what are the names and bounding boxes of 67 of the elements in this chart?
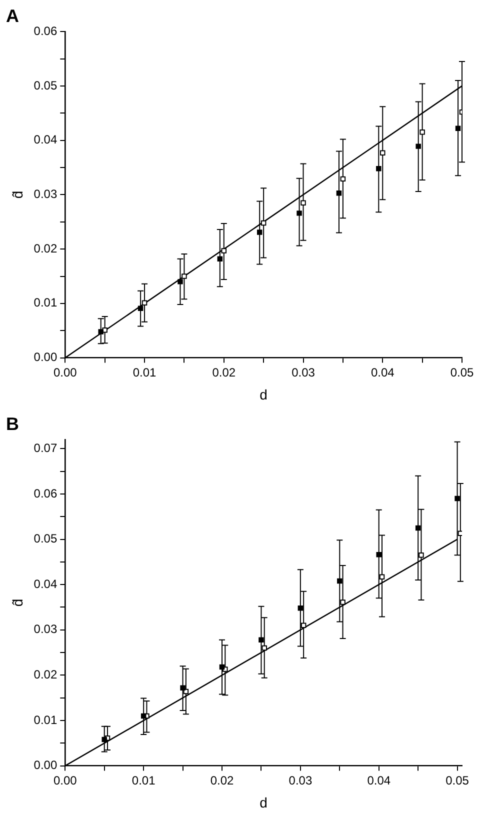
x-axis-title: d [260, 794, 268, 810]
x-axis-title: d [260, 386, 268, 402]
x-tick-label: 0.04 [367, 773, 391, 788]
y-tick-label: 0.06 [34, 24, 58, 38]
point [140, 713, 146, 719]
x-tick-label: 0.05 [450, 365, 474, 380]
point [340, 600, 346, 605]
y-tick-label: 0.00 [34, 758, 58, 772]
point [260, 220, 266, 226]
y-tick-label: 0.01 [34, 296, 58, 310]
point [102, 736, 107, 742]
y-tick-label: 0.03 [34, 187, 58, 202]
x-tick-label: 0.00 [53, 365, 78, 380]
y-tick-label: 0.07 [34, 440, 58, 455]
point [217, 256, 223, 262]
y-tick-label: 0.02 [34, 668, 58, 682]
x-tick-label: 0.01 [132, 365, 157, 380]
y-tick-label: 0.05 [34, 532, 58, 546]
y-tick-label: 0.02 [34, 241, 58, 256]
point [420, 130, 425, 135]
point [300, 200, 306, 206]
point [376, 552, 382, 558]
point [455, 126, 461, 131]
y-tick-label: 0.06 [34, 486, 58, 500]
point [178, 279, 183, 284]
y-axis-title: d̂ [9, 598, 26, 607]
point [340, 176, 346, 182]
point [219, 664, 225, 670]
point [180, 685, 186, 690]
chart-title: A [6, 6, 19, 26]
point [138, 306, 144, 311]
point [258, 637, 264, 642]
point [337, 578, 342, 584]
x-tick-label: 0.04 [370, 365, 395, 380]
point [221, 248, 227, 254]
point [380, 150, 386, 156]
x-tick-label: 0.03 [288, 773, 312, 788]
point [454, 496, 460, 502]
y-tick-label: 0.05 [34, 78, 58, 92]
x-tick-label: 0.01 [132, 773, 156, 788]
point [458, 530, 462, 536]
point [296, 210, 302, 216]
point [300, 622, 306, 628]
x-tick-label: 0.00 [53, 773, 78, 788]
x-tick-label: 0.02 [210, 773, 234, 788]
y-axis-title: d̂ [9, 190, 26, 199]
x-tick-label: 0.05 [446, 773, 470, 788]
point [262, 645, 267, 651]
point [376, 166, 382, 172]
point [379, 574, 385, 580]
x-tick-label: 0.02 [212, 365, 236, 380]
y-tick-label: 0.01 [34, 712, 58, 727]
y-tick-label: 0.03 [34, 622, 58, 636]
point [298, 606, 304, 611]
y-tick-label: 0.00 [34, 350, 58, 364]
chart-title: B [6, 414, 19, 434]
point [336, 190, 342, 196]
point [418, 552, 424, 558]
point [415, 525, 421, 531]
x-tick-label: 0.03 [292, 365, 316, 380]
y-tick-label: 0.04 [34, 132, 58, 147]
point [98, 329, 104, 334]
point [256, 230, 262, 235]
y-tick-label: 0.04 [34, 576, 58, 591]
point [416, 144, 421, 149]
point [182, 274, 187, 279]
point [142, 300, 148, 306]
